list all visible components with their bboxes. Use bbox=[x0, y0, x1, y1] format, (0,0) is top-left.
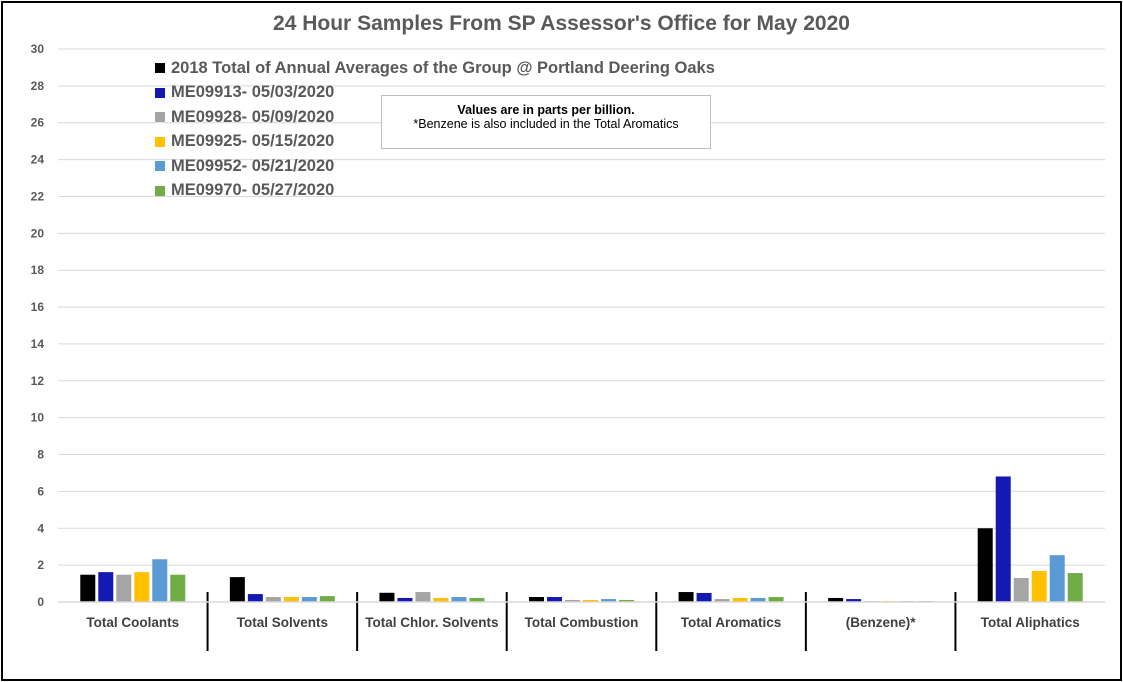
annotation-line-1: Values are in parts per billion. bbox=[457, 103, 635, 117]
x-tick-label: Total Coolants bbox=[86, 615, 179, 630]
legend-label: ME09925- 05/15/2020 bbox=[171, 132, 335, 151]
legend-swatch bbox=[155, 136, 165, 147]
bar-0-4 bbox=[678, 592, 694, 602]
legend-swatch bbox=[155, 185, 165, 196]
bar-2-6 bbox=[1013, 578, 1029, 602]
bar-2-4 bbox=[714, 599, 730, 602]
bar-4-3 bbox=[601, 599, 616, 602]
bar-2-1 bbox=[265, 597, 281, 602]
annotation-line-2: *Benzene is also included in the Total A… bbox=[413, 117, 679, 131]
legend-item: ME09970- 05/27/2020 bbox=[155, 179, 715, 204]
legend-item: ME09928- 05/09/2020 bbox=[155, 105, 715, 130]
y-tick-label: 28 bbox=[31, 79, 45, 93]
y-tick-label: 2 bbox=[37, 558, 44, 572]
bar-0-3 bbox=[529, 597, 544, 602]
legend: 2018 Total of Annual Averages of the Gro… bbox=[155, 56, 715, 203]
legend-label: 2018 Total of Annual Averages of the Gro… bbox=[171, 58, 715, 77]
bar-4-1 bbox=[301, 597, 317, 602]
bar-3-0 bbox=[134, 572, 150, 602]
bar-0-1 bbox=[229, 577, 245, 602]
legend-item: 2018 Total of Annual Averages of the Gro… bbox=[155, 56, 715, 81]
bar-5-0 bbox=[170, 574, 186, 602]
bar-0-5 bbox=[828, 597, 844, 602]
y-tick-label: 22 bbox=[31, 189, 45, 203]
legend-item: ME09925- 05/15/2020 bbox=[155, 130, 715, 155]
bar-3-1 bbox=[283, 597, 299, 602]
bar-5-6 bbox=[1067, 573, 1083, 602]
y-tick-label: 14 bbox=[31, 337, 45, 351]
legend-item: ME09913- 05/03/2020 bbox=[155, 81, 715, 106]
bar-5-4 bbox=[768, 597, 784, 602]
y-tick-label: 30 bbox=[31, 42, 45, 56]
legend-label: ME09928- 05/09/2020 bbox=[171, 107, 335, 126]
legend-swatch bbox=[155, 63, 165, 74]
bar-5-1 bbox=[319, 596, 335, 602]
bar-1-1 bbox=[247, 594, 263, 602]
x-tick-label: Total Solvents bbox=[237, 615, 328, 630]
bar-1-3 bbox=[547, 597, 562, 602]
bar-4-6 bbox=[1049, 555, 1065, 602]
legend-label: ME09970- 05/27/2020 bbox=[171, 181, 335, 200]
bar-4-2 bbox=[451, 597, 467, 602]
bar-5-2 bbox=[469, 597, 485, 602]
y-tick-label: 8 bbox=[37, 448, 44, 462]
annotation-box: Values are in parts per billion. *Benzen… bbox=[381, 95, 711, 149]
bar-1-5 bbox=[846, 599, 862, 602]
x-tick-label: Total Aliphatics bbox=[981, 615, 1080, 630]
legend-label: ME09952- 05/21/2020 bbox=[171, 156, 335, 175]
legend-swatch bbox=[155, 161, 165, 172]
y-tick-label: 18 bbox=[31, 263, 45, 277]
x-tick-label: (Benzene)* bbox=[846, 615, 917, 630]
y-tick-label: 16 bbox=[31, 300, 45, 314]
legend-label: ME09913- 05/03/2020 bbox=[171, 83, 335, 102]
y-tick-label: 4 bbox=[37, 521, 44, 535]
bar-3-4 bbox=[732, 597, 748, 602]
bar-0-6 bbox=[977, 528, 993, 602]
chart-title: 24 Hour Samples From SP Assessor's Offic… bbox=[273, 12, 850, 35]
bar-2-0 bbox=[116, 574, 132, 602]
bar-4-0 bbox=[152, 559, 168, 602]
bar-1-2 bbox=[397, 597, 413, 602]
bar-1-6 bbox=[995, 476, 1011, 602]
legend-item: ME09952- 05/21/2020 bbox=[155, 154, 715, 179]
bar-2-2 bbox=[415, 592, 431, 602]
y-tick-label: 26 bbox=[31, 116, 45, 130]
x-tick-label: Total Aromatics bbox=[681, 615, 782, 630]
bar-3-2 bbox=[433, 597, 449, 602]
bar-0-2 bbox=[379, 592, 395, 602]
bar-4-4 bbox=[750, 597, 766, 602]
legend-swatch bbox=[155, 87, 165, 98]
bar-3-6 bbox=[1031, 571, 1047, 602]
bar-2-3 bbox=[565, 599, 580, 602]
bar-1-4 bbox=[696, 592, 712, 602]
x-tick-label: Total Chlor. Solvents bbox=[365, 615, 498, 630]
bar-1-0 bbox=[98, 572, 114, 602]
y-tick-label: 10 bbox=[31, 411, 45, 425]
y-tick-label: 24 bbox=[31, 153, 45, 167]
y-tick-label: 6 bbox=[37, 484, 44, 498]
bar-0-0 bbox=[80, 574, 96, 602]
y-tick-label: 0 bbox=[37, 595, 44, 609]
x-tick-label: Total Combustion bbox=[525, 615, 639, 630]
y-tick-label: 20 bbox=[31, 226, 45, 240]
y-tick-label: 12 bbox=[31, 374, 45, 388]
bar-3-3 bbox=[583, 599, 598, 602]
legend-swatch bbox=[155, 112, 165, 123]
bar-5-3 bbox=[619, 599, 634, 602]
